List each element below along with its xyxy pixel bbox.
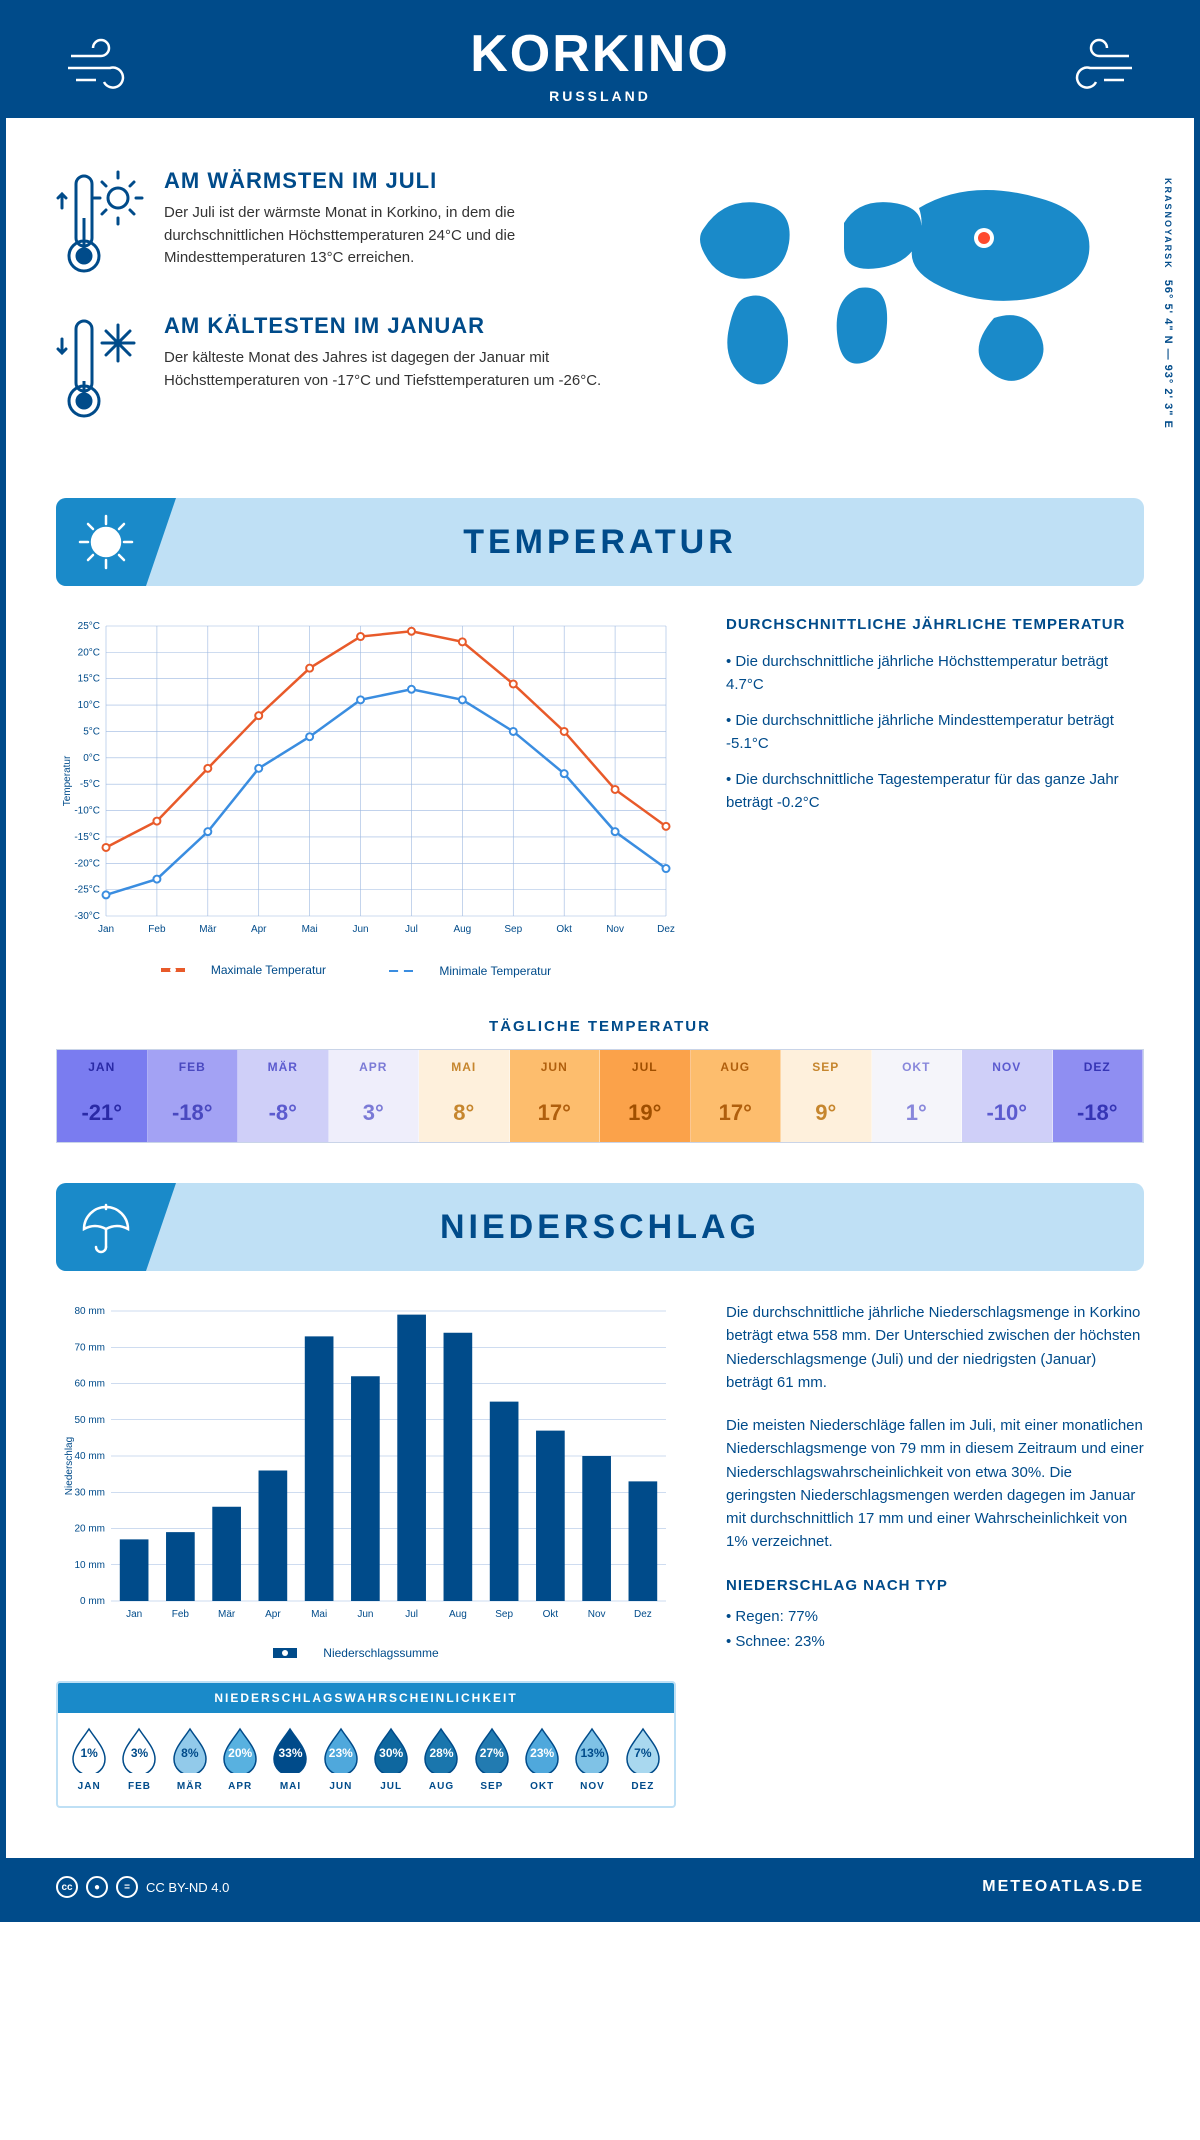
precip-para-2: Die meisten Niederschläge fallen im Juli…	[726, 1414, 1144, 1554]
svg-text:Nov: Nov	[606, 924, 624, 935]
svg-text:10°C: 10°C	[78, 700, 100, 711]
temp-summary-title: DURCHSCHNITTLICHE JÄHRLICHE TEMPERATUR	[726, 616, 1144, 633]
cc-icon: cc	[56, 1876, 78, 1898]
svg-text:Mai: Mai	[311, 1609, 327, 1620]
svg-text:-5°C: -5°C	[80, 779, 100, 790]
svg-text:0°C: 0°C	[83, 753, 100, 764]
svg-text:Sep: Sep	[495, 1609, 513, 1620]
umbrella-icon	[56, 1183, 176, 1271]
svg-text:10 mm: 10 mm	[74, 1560, 105, 1571]
svg-text:15°C: 15°C	[78, 674, 100, 685]
daily-temp-title: TÄGLICHE TEMPERATUR	[56, 1018, 1144, 1035]
daily-temp-table: JANFEBMÄRAPRMAIJUNJULAUGSEPOKTNOVDEZ-21°…	[56, 1049, 1144, 1143]
header: KORKINO RUSSLAND	[6, 6, 1194, 118]
precip-type-title: NIEDERSCHLAG NACH TYP	[726, 1574, 1144, 1597]
fact-warmest: AM WÄRMSTEN IM JULI Der Juli ist der wär…	[56, 168, 605, 283]
temp-title: TEMPERATUR	[463, 523, 737, 562]
thermometer-snow-icon	[56, 313, 146, 428]
svg-text:20 mm: 20 mm	[74, 1524, 105, 1535]
svg-text:Jul: Jul	[405, 924, 418, 935]
svg-text:Jun: Jun	[357, 1609, 373, 1620]
fact-warm-body: Der Juli ist der wärmste Monat in Korkin…	[164, 202, 605, 270]
svg-text:-10°C: -10°C	[74, 806, 100, 817]
svg-text:Temperatur: Temperatur	[62, 755, 73, 806]
brand: METEOATLAS.DE	[982, 1878, 1144, 1896]
svg-text:60 mm: 60 mm	[74, 1379, 105, 1390]
svg-text:-15°C: -15°C	[74, 832, 100, 843]
fact-warm-title: AM WÄRMSTEN IM JULI	[164, 168, 605, 194]
svg-text:Jan: Jan	[98, 924, 114, 935]
precip-title: NIEDERSCHLAG	[440, 1208, 760, 1247]
license-text: CC BY-ND 4.0	[146, 1880, 229, 1895]
svg-text:-30°C: -30°C	[74, 911, 100, 922]
svg-text:Mär: Mär	[199, 924, 217, 935]
wind-icon	[1054, 36, 1134, 101]
svg-text:Dez: Dez	[657, 924, 675, 935]
svg-text:Mai: Mai	[302, 924, 318, 935]
page-title: KORKINO	[56, 24, 1144, 84]
svg-text:Okt: Okt	[556, 924, 572, 935]
location-coords: KRASNOYARSK 56° 5' 4" N — 93° 2' 3" E	[1162, 178, 1174, 429]
svg-text:Apr: Apr	[251, 924, 267, 935]
fact-coldest: AM KÄLTESTEN IM JANUAR Der kälteste Mona…	[56, 313, 605, 428]
svg-text:Jan: Jan	[126, 1609, 142, 1620]
svg-text:80 mm: 80 mm	[74, 1306, 105, 1317]
svg-text:50 mm: 50 mm	[74, 1415, 105, 1426]
svg-text:Aug: Aug	[449, 1609, 467, 1620]
svg-text:Apr: Apr	[265, 1609, 281, 1620]
svg-text:20°C: 20°C	[78, 647, 100, 658]
svg-text:Jul: Jul	[405, 1609, 418, 1620]
precip-para-1: Die durchschnittliche jährliche Niedersc…	[726, 1301, 1144, 1394]
svg-text:40 mm: 40 mm	[74, 1451, 105, 1462]
svg-text:Okt: Okt	[543, 1609, 559, 1620]
svg-text:Nov: Nov	[588, 1609, 606, 1620]
svg-text:25°C: 25°C	[78, 621, 100, 632]
svg-text:Dez: Dez	[634, 1609, 652, 1620]
thermometer-sun-icon	[56, 168, 146, 283]
precip-banner: NIEDERSCHLAG	[56, 1183, 1144, 1271]
svg-text:Feb: Feb	[148, 924, 166, 935]
svg-text:Jun: Jun	[352, 924, 368, 935]
world-map	[684, 168, 1104, 413]
precip-probability-box: NIEDERSCHLAGSWAHRSCHEINLICHKEIT 1% JAN 3…	[56, 1681, 676, 1808]
svg-text:Feb: Feb	[172, 1609, 190, 1620]
svg-text:30 mm: 30 mm	[74, 1487, 105, 1498]
fact-cold-title: AM KÄLTESTEN IM JANUAR	[164, 313, 605, 339]
svg-text:Aug: Aug	[453, 924, 471, 935]
svg-text:-20°C: -20°C	[74, 858, 100, 869]
svg-text:Mär: Mär	[218, 1609, 236, 1620]
footer: cc ● = CC BY-ND 4.0 METEOATLAS.DE	[6, 1858, 1194, 1916]
temperature-chart: -30°C -25°C -20°C -15°C -10°C -5°C 0°C 5°C 10°C 1…	[56, 616, 676, 978]
precipitation-chart: 0 mm 10 mm 20 mm 30 mm 40 mm 50 mm 60 mm 70 mm 8…	[56, 1301, 676, 1661]
svg-text:5°C: 5°C	[83, 726, 100, 737]
wind-icon	[66, 36, 146, 101]
temp-banner: TEMPERATUR	[56, 498, 1144, 586]
svg-text:Niederschlag: Niederschlag	[64, 1437, 75, 1495]
svg-text:70 mm: 70 mm	[74, 1342, 105, 1353]
svg-text:-25°C: -25°C	[74, 885, 100, 896]
by-icon: ●	[86, 1876, 108, 1898]
sun-icon	[56, 498, 176, 586]
svg-text:Sep: Sep	[504, 924, 522, 935]
svg-text:0 mm: 0 mm	[80, 1596, 105, 1607]
fact-cold-body: Der kälteste Monat des Jahres ist dagege…	[164, 347, 605, 392]
page-subtitle: RUSSLAND	[56, 88, 1144, 104]
nd-icon: =	[116, 1876, 138, 1898]
